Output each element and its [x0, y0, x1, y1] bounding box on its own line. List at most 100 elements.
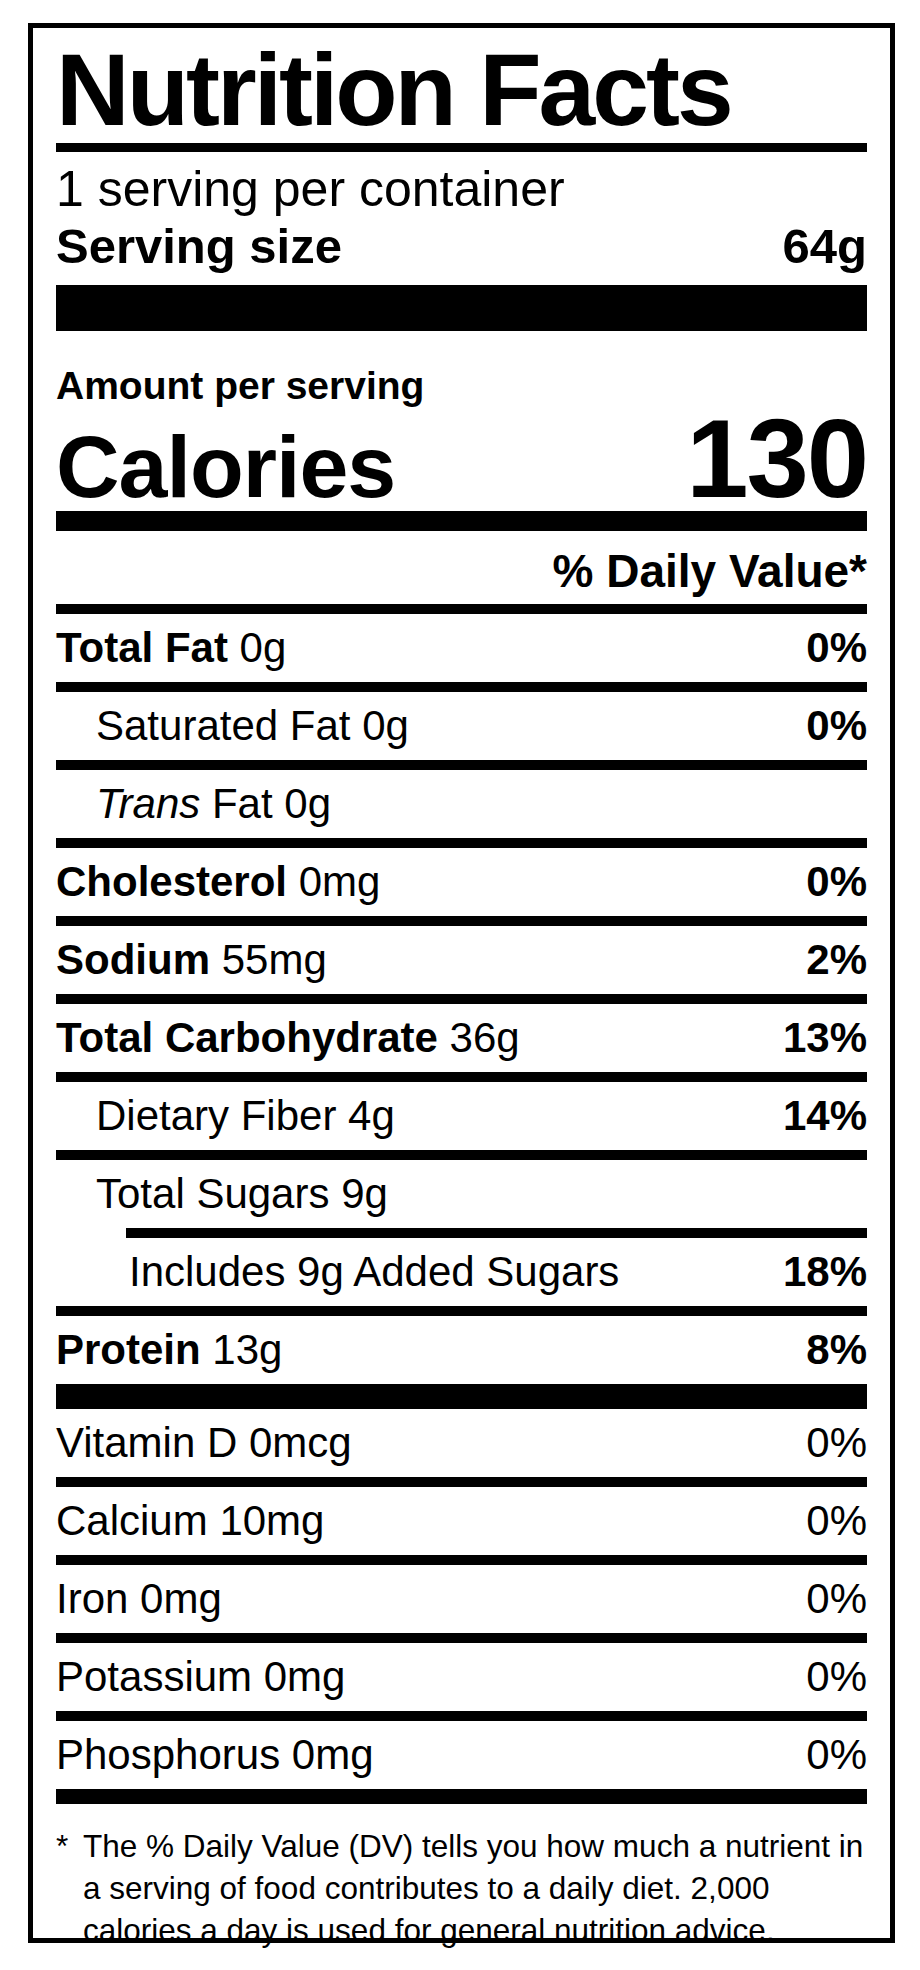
- nutrient-name: Sodium: [56, 936, 210, 983]
- nutrient-amount: 0g: [362, 702, 409, 749]
- row-separator-rule: [56, 1306, 867, 1316]
- nutrient-amount: 0mcg: [249, 1419, 352, 1466]
- nutrient-amount: 0mg: [292, 1731, 374, 1778]
- nutrient-row: Trans Fat 0g: [56, 770, 867, 838]
- nutrient-name: Dietary Fiber: [96, 1092, 336, 1139]
- row-separator-rule: [56, 1555, 867, 1565]
- nutrient-name: Vitamin D: [56, 1419, 237, 1466]
- nutrient-name: Saturated Fat: [96, 702, 350, 749]
- nutrition-facts-label: Nutrition Facts 1 serving per container …: [28, 23, 895, 1943]
- serving-size-row: Serving size 64g: [56, 218, 867, 274]
- nutrient-rows-section: Total Fat 0g 0% Saturated Fat 0g 0% Trans Fa…: [56, 614, 867, 1384]
- nutrient-name: Protein: [56, 1326, 201, 1373]
- protein-section-bar: [56, 1384, 867, 1409]
- servings-per-container: 1 serving per container: [56, 160, 867, 218]
- nutrient-amount: 0g: [240, 624, 287, 671]
- nutrient-amount: 9g: [341, 1170, 388, 1217]
- daily-value-percent: 0%: [806, 1498, 867, 1544]
- row-separator-rule: [126, 1228, 867, 1238]
- nutrient-name-and-amount: Trans Fat 0g: [56, 781, 331, 827]
- nutrient-name-and-amount: Dietary Fiber 4g: [56, 1093, 395, 1139]
- calories-row: Calories 130: [56, 410, 867, 511]
- serving-size-value: 64g: [783, 218, 867, 274]
- nutrient-name: Phosphorus: [56, 1731, 280, 1778]
- nutrient-amount: 55mg: [222, 936, 327, 983]
- nutrient-row: Saturated Fat 0g 0%: [56, 692, 867, 760]
- calories-value: 130: [686, 410, 867, 508]
- nutrient-name-and-amount: Iron 0mg: [56, 1576, 222, 1622]
- label-title: Nutrition Facts: [56, 42, 867, 138]
- footnote-section-bar: [56, 1789, 867, 1804]
- footnote: * The % Daily Value (DV) tells you how m…: [56, 1825, 867, 1951]
- nutrient-row: Phosphorus 0mg 0%: [56, 1721, 867, 1789]
- nutrient-row: Protein 13g 8%: [56, 1316, 867, 1384]
- daily-value-percent: 13%: [783, 1015, 867, 1061]
- nutrient-amount: 0mg: [140, 1575, 222, 1622]
- nutrient-name: Total Sugars: [96, 1170, 329, 1217]
- row-separator-rule: [56, 1477, 867, 1487]
- nutrient-name-and-amount: Saturated Fat 0g: [56, 703, 409, 749]
- daily-value-percent: 8%: [806, 1327, 867, 1373]
- daily-value-percent: 0%: [806, 1576, 867, 1622]
- nutrient-amount: 36g: [450, 1014, 520, 1061]
- nutrient-name: Potassium: [56, 1653, 252, 1700]
- daily-value-percent: 0%: [806, 1420, 867, 1466]
- nutrient-name-and-amount: Sodium 55mg: [56, 937, 327, 983]
- nutrient-row: Total Fat 0g 0%: [56, 614, 867, 682]
- row-separator-rule: [56, 838, 867, 848]
- nutrient-row: Calcium 10mg 0%: [56, 1487, 867, 1555]
- row-separator-rule: [56, 1150, 867, 1160]
- nutrient-name-and-amount: Total Carbohydrate 36g: [56, 1015, 520, 1061]
- daily-value-header: % Daily Value*: [56, 551, 867, 591]
- nutrient-amount: 0mg: [264, 1653, 346, 1700]
- row-separator-rule: [56, 760, 867, 770]
- nutrient-name-and-amount: Vitamin D 0mcg: [56, 1420, 352, 1466]
- row-separator-rule: [56, 1711, 867, 1721]
- row-separator-rule: [56, 994, 867, 1004]
- nutrient-row: Iron 0mg 0%: [56, 1565, 867, 1633]
- nutrient-row: Sodium 55mg2%: [56, 926, 867, 994]
- nutrient-amount: 4g: [348, 1092, 395, 1139]
- micronutrient-rows-section: Vitamin D 0mcg 0% Calcium 10mg 0% Iron 0mg 0%…: [56, 1409, 867, 1789]
- nutrient-name-and-amount: Includes 9g Added Sugars: [56, 1249, 619, 1295]
- nutrient-amount: 0g: [284, 780, 331, 827]
- nutrient-row: Vitamin D 0mcg 0%: [56, 1409, 867, 1477]
- nutrient-name: Includes 9g Added Sugars: [129, 1248, 619, 1295]
- daily-value-percent: 18%: [783, 1249, 867, 1295]
- nutrient-name: Calcium: [56, 1497, 208, 1544]
- nutrient-amount: 10mg: [219, 1497, 324, 1544]
- nutrient-name-and-amount: Potassium 0mg: [56, 1654, 345, 1700]
- daily-value-percent: 0%: [806, 703, 867, 749]
- nutrient-amount: 13g: [212, 1326, 282, 1373]
- serving-size-label: Serving size: [56, 218, 342, 274]
- nutrient-name-and-amount: Calcium 10mg: [56, 1498, 324, 1544]
- row-separator-rule: [56, 1072, 867, 1082]
- nutrient-row: Potassium 0mg 0%: [56, 1643, 867, 1711]
- daily-value-percent: 14%: [783, 1093, 867, 1139]
- nutrient-name: Fat: [212, 780, 273, 827]
- serving-section-bar: [56, 285, 867, 331]
- nutrient-row: Cholesterol 0mg 0%: [56, 848, 867, 916]
- row-separator-rule: [56, 1633, 867, 1643]
- daily-value-percent: 0%: [806, 1654, 867, 1700]
- nutrient-name: Total Fat: [56, 624, 228, 671]
- daily-value-percent: 0%: [806, 859, 867, 905]
- nutrient-name: Cholesterol: [56, 858, 287, 905]
- nutrient-row: Dietary Fiber 4g 14%: [56, 1082, 867, 1150]
- row-separator-rule: [56, 916, 867, 926]
- daily-value-percent: 0%: [806, 1732, 867, 1778]
- nutrient-row: Total Carbohydrate 36g 13%: [56, 1004, 867, 1072]
- nutrient-name-and-amount: Total Sugars 9g: [56, 1171, 388, 1217]
- row-separator-rule: [56, 682, 867, 692]
- nutrient-name-and-amount: Total Fat 0g: [56, 625, 286, 671]
- nutrient-name-and-amount: Cholesterol 0mg: [56, 859, 380, 905]
- daily-value-percent: 0%: [806, 625, 867, 671]
- footnote-text: The % Daily Value (DV) tells you how muc…: [83, 1828, 863, 1948]
- nutrient-name: Total Carbohydrate: [56, 1014, 438, 1061]
- nutrient-row: Includes 9g Added Sugars 18%: [56, 1238, 867, 1306]
- nutrient-name: Iron: [56, 1575, 128, 1622]
- nutrient-name-and-amount: Protein 13g: [56, 1327, 282, 1373]
- page-background: Nutrition Facts 1 serving per container …: [0, 0, 920, 1970]
- nutrient-row: Total Sugars 9g: [56, 1160, 867, 1228]
- calories-label: Calories: [56, 418, 395, 516]
